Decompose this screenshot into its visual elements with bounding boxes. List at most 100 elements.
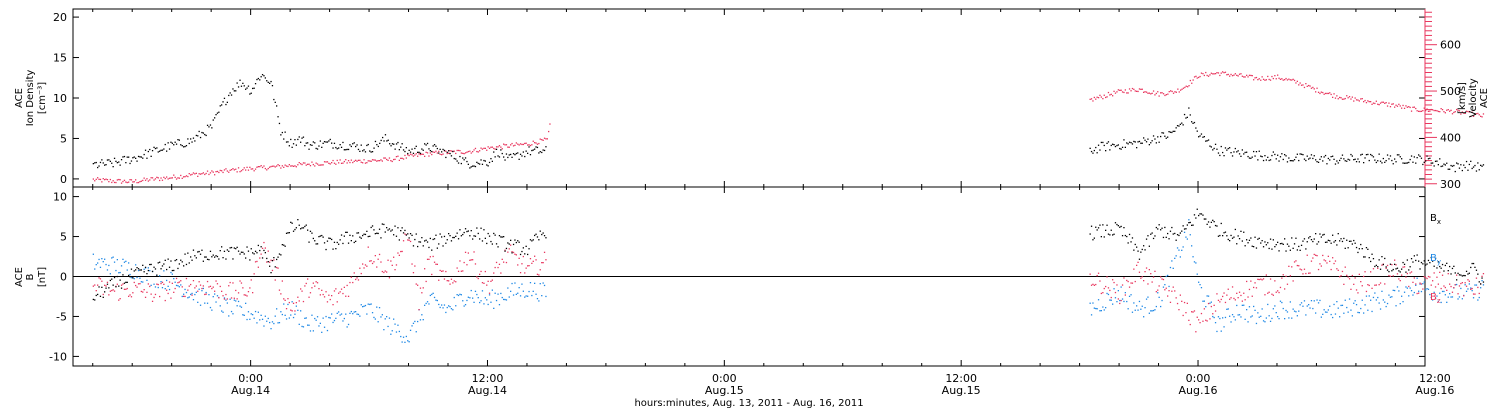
by-point xyxy=(510,290,512,292)
bz-point xyxy=(395,264,398,266)
velocity-point xyxy=(328,162,330,164)
bx-point xyxy=(1267,242,1269,244)
velocity-point xyxy=(1451,113,1454,115)
bx-point xyxy=(346,231,348,233)
bz-point xyxy=(445,270,447,273)
by-point xyxy=(173,278,175,280)
by-point xyxy=(463,305,465,307)
density-point xyxy=(1152,135,1155,137)
bz-point xyxy=(106,281,109,283)
density-point xyxy=(230,94,233,96)
x-axis: 0:00Aug.1412:00Aug.140:00Aug.1512:00Aug.… xyxy=(92,9,1454,397)
by-point xyxy=(1447,296,1449,298)
by-point xyxy=(1226,308,1228,310)
bz-point xyxy=(1333,262,1335,265)
velocity-point xyxy=(359,159,361,161)
velocity-point xyxy=(497,146,499,148)
bz-point xyxy=(536,273,539,275)
velocity-point xyxy=(356,160,358,162)
bx-point xyxy=(417,245,419,248)
density-point xyxy=(507,156,509,159)
bx-point xyxy=(1178,234,1180,237)
density-point xyxy=(198,130,200,133)
density-point xyxy=(1399,156,1401,158)
bx-point xyxy=(309,230,312,232)
bx-point xyxy=(1471,262,1473,265)
by-point xyxy=(1286,311,1289,313)
bx-point xyxy=(307,229,309,231)
bz-point xyxy=(1341,270,1344,273)
by-point xyxy=(226,302,228,304)
velocity-point xyxy=(195,172,197,174)
y-tick-label: 0 xyxy=(60,271,67,284)
by-point xyxy=(1150,310,1152,312)
velocity-point xyxy=(315,162,317,164)
x-tick-time-label: 0:00 xyxy=(238,372,263,385)
bz-point xyxy=(332,304,334,306)
velocity-point xyxy=(159,179,161,182)
bz-point xyxy=(240,282,243,284)
velocity-point xyxy=(407,154,409,156)
bz-point xyxy=(511,251,513,253)
by-point xyxy=(349,312,351,314)
by-point xyxy=(1167,274,1169,277)
velocity-point xyxy=(1237,75,1239,77)
bx-point xyxy=(1299,249,1301,251)
by-point xyxy=(419,319,422,321)
by-point xyxy=(171,273,173,275)
velocity-point xyxy=(455,152,457,155)
bz-point xyxy=(1154,270,1156,272)
by-point xyxy=(393,318,395,320)
bx-point xyxy=(159,261,161,263)
velocity-point xyxy=(1456,108,1458,111)
by-point xyxy=(1440,301,1442,304)
velocity-point xyxy=(1089,98,1091,100)
by-point xyxy=(188,296,190,298)
density-point xyxy=(247,85,250,87)
by-point xyxy=(1343,312,1345,314)
density-point xyxy=(1150,142,1152,144)
bx-point xyxy=(453,236,455,239)
by-point xyxy=(243,314,245,316)
bz-point xyxy=(271,269,274,272)
velocity-point xyxy=(135,179,137,181)
bz-point xyxy=(99,278,102,280)
bx-point xyxy=(1416,254,1418,256)
velocity-point xyxy=(1116,91,1118,93)
bx-point xyxy=(1339,240,1341,242)
bx-point xyxy=(1257,238,1259,240)
bx-point xyxy=(524,253,526,255)
by-point xyxy=(1451,296,1454,298)
velocity-point xyxy=(1430,108,1432,111)
velocity-point xyxy=(349,161,351,164)
velocity-point xyxy=(163,176,165,178)
density-point xyxy=(120,159,123,161)
by-point xyxy=(295,305,297,307)
by-point xyxy=(1260,315,1262,317)
density-point xyxy=(321,146,323,148)
by-point xyxy=(136,276,138,279)
velocity-point xyxy=(266,169,268,171)
bz-point xyxy=(1322,254,1324,257)
bx-point xyxy=(494,234,496,236)
bx-point xyxy=(393,234,395,236)
density-point xyxy=(168,148,171,150)
bz-point xyxy=(1255,287,1258,289)
by-point xyxy=(211,309,213,311)
bx-point xyxy=(122,274,124,276)
velocity-point xyxy=(1264,79,1266,81)
density-point xyxy=(1330,156,1332,158)
bz-point xyxy=(204,293,206,296)
bz-point xyxy=(109,290,111,292)
density-point xyxy=(1288,157,1290,159)
by-point xyxy=(129,273,131,276)
density-point xyxy=(1354,158,1356,160)
bx-point xyxy=(292,230,295,232)
bx-point xyxy=(1238,238,1241,240)
by-point xyxy=(102,261,104,263)
density-point xyxy=(1336,160,1338,162)
density-point xyxy=(264,77,266,79)
velocity-point xyxy=(1341,98,1344,100)
by-point xyxy=(205,291,207,294)
bx-point xyxy=(260,246,262,248)
